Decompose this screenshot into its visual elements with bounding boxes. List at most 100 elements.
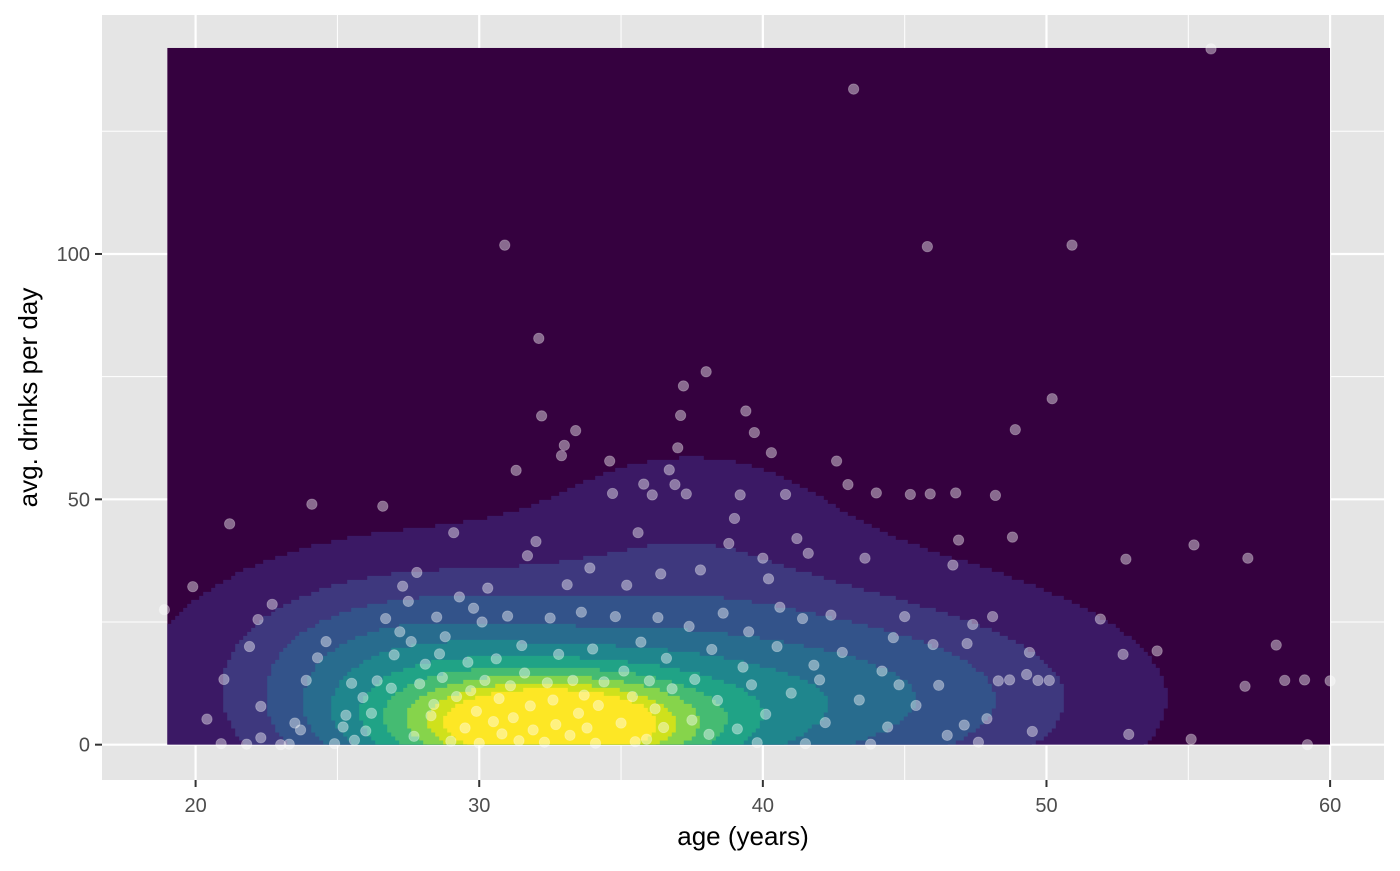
- scatter-point: [570, 425, 582, 437]
- scatter-point: [972, 736, 985, 748]
- scatter-point: [158, 604, 170, 616]
- scatter-point: [1009, 424, 1021, 436]
- scatter-point: [289, 717, 301, 729]
- scatter-point: [799, 738, 811, 750]
- scatter-point: [507, 712, 519, 724]
- scatter-point: [567, 674, 579, 686]
- scatter-point: [414, 678, 426, 690]
- scatter-point: [241, 738, 253, 750]
- scatter-point: [300, 674, 312, 686]
- scatter-point: [706, 643, 718, 656]
- scatter-point: [496, 728, 508, 740]
- scatter-point: [538, 736, 551, 748]
- scatter-point: [893, 679, 905, 691]
- scatter-point: [700, 366, 712, 378]
- scatter-point: [618, 665, 630, 677]
- scatter-point: [397, 580, 409, 592]
- scatter-point: [1120, 553, 1132, 565]
- scatter-point: [1026, 725, 1038, 738]
- scatter-point: [703, 728, 715, 740]
- scatter-point: [952, 534, 965, 546]
- scatter-point: [527, 724, 539, 736]
- x-tick-label: 20: [184, 795, 206, 817]
- scatter-point: [666, 683, 678, 695]
- scatter-point: [405, 636, 417, 648]
- scatter-point: [255, 732, 267, 744]
- scatter-point: [675, 409, 687, 422]
- scatter-point: [757, 552, 769, 564]
- scatter-point: [385, 682, 397, 694]
- scatter-point: [513, 735, 525, 747]
- scatter-point: [865, 738, 877, 750]
- scatter-point: [266, 598, 278, 610]
- scatter-point: [796, 612, 809, 625]
- scatter-point: [283, 738, 295, 750]
- scatter-point: [598, 676, 610, 688]
- scatter-point: [615, 717, 627, 729]
- scatter-point: [652, 611, 664, 624]
- scatter-point: [1205, 43, 1217, 55]
- scatter-point: [453, 591, 465, 603]
- scatter-point: [1188, 539, 1200, 551]
- scatter-point: [306, 498, 318, 510]
- scatter-point: [388, 649, 400, 661]
- scatter-point: [459, 722, 471, 734]
- scatter-point: [519, 667, 531, 679]
- scatter-point: [584, 562, 596, 574]
- scatter-point: [1021, 668, 1033, 681]
- density-level-10: [443, 687, 656, 745]
- scatter-point: [785, 687, 797, 699]
- scatter-point: [745, 679, 758, 691]
- scatter-point: [365, 707, 378, 719]
- scatter-point: [836, 646, 848, 659]
- scatter-point: [669, 478, 681, 491]
- scatter-point: [723, 537, 735, 550]
- scatter-point: [550, 718, 562, 731]
- scatter-point: [445, 735, 457, 747]
- scatter-point: [428, 698, 440, 711]
- y-tick-label: 50: [68, 489, 90, 511]
- scatter-point: [941, 729, 953, 741]
- scatter-point: [575, 606, 587, 618]
- scatter-point: [629, 736, 641, 748]
- scatter-point: [243, 640, 256, 653]
- scatter-point: [510, 464, 522, 476]
- scatter-point: [218, 673, 230, 686]
- scatter-point: [536, 410, 548, 422]
- scatter-point: [791, 532, 803, 545]
- scatter-point: [1046, 393, 1058, 405]
- scatter-point: [360, 725, 372, 737]
- scatter-point: [694, 564, 707, 576]
- scatter-point: [558, 439, 570, 451]
- scatter-point: [771, 640, 783, 653]
- scatter-point: [433, 648, 446, 660]
- scatter-point: [765, 447, 777, 459]
- scatter-point: [986, 610, 999, 623]
- scatter-point: [1279, 674, 1291, 686]
- scatter-point: [487, 716, 500, 728]
- scatter-point: [521, 550, 534, 562]
- scatter-point: [655, 568, 667, 580]
- scatter-point: [561, 579, 573, 591]
- scatter-point: [899, 610, 911, 623]
- scatter-point: [1324, 675, 1336, 687]
- scatter-point: [215, 738, 227, 750]
- scatter-point: [499, 239, 511, 251]
- scatter-point: [924, 488, 936, 500]
- scatter-point: [1006, 531, 1019, 543]
- scatter-point: [933, 679, 945, 691]
- scatter-point: [581, 722, 593, 734]
- scatter-point: [649, 703, 661, 715]
- scatter-point: [640, 733, 653, 745]
- scatter-point: [476, 616, 488, 628]
- scatter-point: [450, 690, 463, 703]
- scatter-point: [592, 699, 604, 712]
- scatter-point: [544, 612, 556, 624]
- scatter-point: [473, 737, 485, 749]
- scatter-point: [377, 500, 389, 512]
- scatter-point: [493, 692, 505, 705]
- x-axis-title: age (years): [677, 821, 809, 851]
- scatter-point: [320, 636, 332, 648]
- scatter-point: [470, 705, 482, 717]
